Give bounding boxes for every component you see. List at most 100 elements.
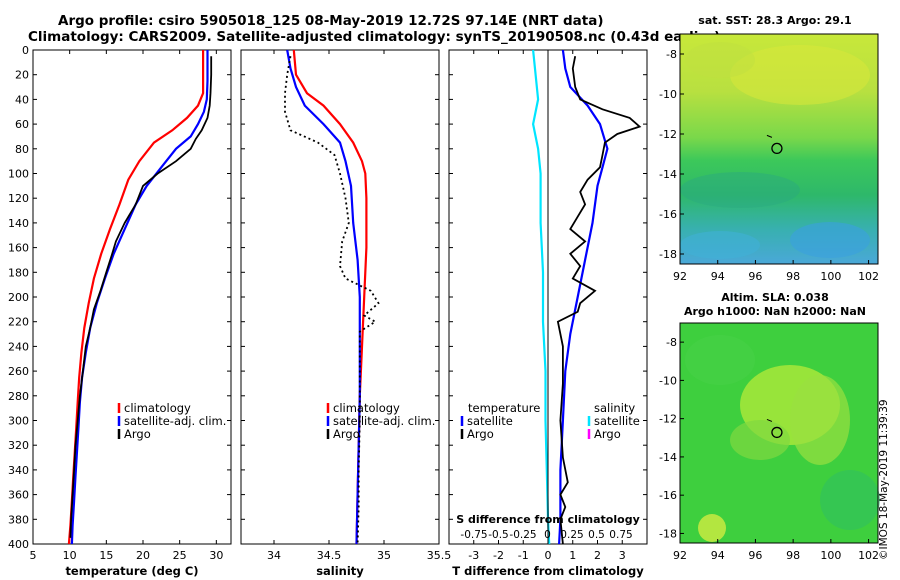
sla-map-ytick-label: -16 xyxy=(659,489,677,502)
depth-tick-label: 60 xyxy=(15,118,29,131)
sst-map-ytick-label: -10 xyxy=(659,88,677,101)
differences-xtick-label: -1 xyxy=(518,549,529,562)
depth-tick-label: 280 xyxy=(8,390,29,403)
difference-s-tick-label: 0.75 xyxy=(609,529,632,541)
sla-map-ytick-label: -10 xyxy=(659,374,677,387)
temperature-series-argo xyxy=(69,56,213,538)
temperature-xtick-label: 15 xyxy=(99,549,113,562)
depth-tick-label: 0 xyxy=(22,44,29,57)
sst-map-xtick-label: 102 xyxy=(858,270,879,283)
differences-xtick-label: 1 xyxy=(569,549,576,562)
depth-tick-label: 160 xyxy=(8,242,29,255)
temperature-legend-label: satellite-adj. clim. xyxy=(124,414,226,428)
temperature-xtick-label: 10 xyxy=(63,549,77,562)
depth-tick-label: 400 xyxy=(8,538,29,551)
sst-map-ytick-label: -18 xyxy=(659,248,677,261)
sla-map-xtick-label: 92 xyxy=(673,549,687,562)
sst-map-xtick-label: 100 xyxy=(820,270,841,283)
depth-tick-label: 360 xyxy=(8,489,29,502)
depth-tick-label: 320 xyxy=(8,439,29,452)
differences-series-s-satellite xyxy=(531,49,551,545)
sst-map xyxy=(679,33,879,265)
depth-tick-label: 340 xyxy=(8,464,29,477)
temperature-xtick-label: 30 xyxy=(209,549,223,562)
sla-map-title-line1: Altim. SLA: 0.038 xyxy=(721,291,829,304)
salinity-series-argo xyxy=(284,56,380,545)
salinity-xtick-label: 35.5 xyxy=(427,549,452,562)
differences-series-t-argo xyxy=(556,56,642,545)
temperature-xtick-label: 5 xyxy=(30,549,37,562)
salinity-legend-label: climatology xyxy=(333,401,400,415)
figure-title-line2: Climatology: CARS2009. Satellite-adjuste… xyxy=(28,29,721,45)
sst-map-ytick-label: -12 xyxy=(659,128,677,141)
depth-tick-label: 220 xyxy=(8,316,29,329)
sla-map-xtick-label: 94 xyxy=(711,549,725,562)
depth-tick-label: 200 xyxy=(8,291,29,304)
sst-map-drift-arrow xyxy=(766,134,773,138)
difference-s-tick-label: -0.5 xyxy=(488,529,509,541)
depth-tick-label: 380 xyxy=(8,513,29,526)
figure-title-line1: Argo profile: csiro 5905018_125 08-May-2… xyxy=(58,13,604,29)
temperature-xtick-label: 25 xyxy=(173,549,187,562)
sla-map-drift-arrow xyxy=(766,418,773,422)
sla-map-xtick-label: 100 xyxy=(820,549,841,562)
difference-legend-s-title: salinity xyxy=(594,401,635,415)
depth-tick-label: 300 xyxy=(8,415,29,428)
sla-map-ytick-label: -18 xyxy=(659,527,677,540)
temperature-xtick-label: 20 xyxy=(136,549,150,562)
difference-t-legend-label: satellite xyxy=(467,414,513,428)
temperature-legend-label: Argo xyxy=(124,427,151,441)
depth-tick-label: 140 xyxy=(8,217,29,230)
differences-xtick-label: -3 xyxy=(468,549,479,562)
sst-map-argo-position-marker xyxy=(771,142,783,155)
sst-map-xtick-label: 92 xyxy=(673,270,687,283)
sst-map-ytick-label: -14 xyxy=(659,168,677,181)
difference-s-legend-label: Argo xyxy=(594,427,621,441)
sst-map-ytick-label: -8 xyxy=(666,48,677,61)
temperature-xlabel: temperature (deg C) xyxy=(65,564,198,578)
differences-xtick-label: 3 xyxy=(619,549,626,562)
depth-tick-label: 100 xyxy=(8,168,29,181)
difference-legend-t-title: temperature xyxy=(468,401,540,415)
sla-map-ytick-label: -14 xyxy=(659,451,677,464)
sst-map-title: sat. SST: 28.3 Argo: 29.1 xyxy=(698,14,852,27)
depth-tick-label: 120 xyxy=(8,192,29,205)
differences-xlabel: T difference from climatology xyxy=(452,564,644,578)
temperature-legend-label: climatology xyxy=(124,401,191,415)
difference-s-tick-label: -0.25 xyxy=(509,529,536,541)
sla-map-ytick-label: -12 xyxy=(659,413,677,426)
salinity-panel xyxy=(240,49,440,545)
salinity-legend-label: Argo xyxy=(333,427,360,441)
sla-map-xtick-label: 96 xyxy=(748,549,762,562)
salinity-xtick-label: 34.5 xyxy=(317,549,342,562)
differences-xtick-label: 0 xyxy=(545,549,552,562)
difference-s-tick-label: -0.75 xyxy=(460,529,487,541)
depth-tick-label: 240 xyxy=(8,340,29,353)
salinity-xtick-label: 34 xyxy=(267,549,281,562)
depth-tick-label: 20 xyxy=(15,69,29,82)
sst-map-xtick-label: 98 xyxy=(786,270,800,283)
sla-map-xtick-label: 102 xyxy=(858,549,879,562)
differences-xtick-label: -2 xyxy=(493,549,504,562)
difference-s-tick-label: 0 xyxy=(544,529,551,541)
sla-map xyxy=(679,322,880,544)
temperature-series-satellite-adj-clim- xyxy=(70,50,209,545)
sla-map-title-line2: Argo h1000: NaN h2000: NaN xyxy=(683,305,867,318)
depth-tick-label: 260 xyxy=(8,365,29,378)
differences-xtick-label: 2 xyxy=(594,549,601,562)
sst-map-xtick-label: 94 xyxy=(711,270,725,283)
sla-map-argo-position-marker xyxy=(771,426,783,439)
sla-map-ytick-label: -8 xyxy=(666,336,677,349)
salinity-xlabel: salinity xyxy=(316,564,364,578)
salinity-legend-label: satellite-adj. clim. xyxy=(333,414,435,428)
difference-s-axis-label: S difference from climatology xyxy=(456,513,640,526)
depth-tick-label: 40 xyxy=(15,93,29,106)
difference-t-legend-label: Argo xyxy=(467,427,494,441)
difference-s-tick-label: 0.25 xyxy=(560,529,583,541)
difference-s-tick-label: 0.5 xyxy=(588,529,605,541)
depth-tick-label: 180 xyxy=(8,266,29,279)
depth-tick-label: 80 xyxy=(15,143,29,156)
sst-map-ytick-label: -16 xyxy=(659,208,677,221)
sst-map-xtick-label: 96 xyxy=(748,270,762,283)
